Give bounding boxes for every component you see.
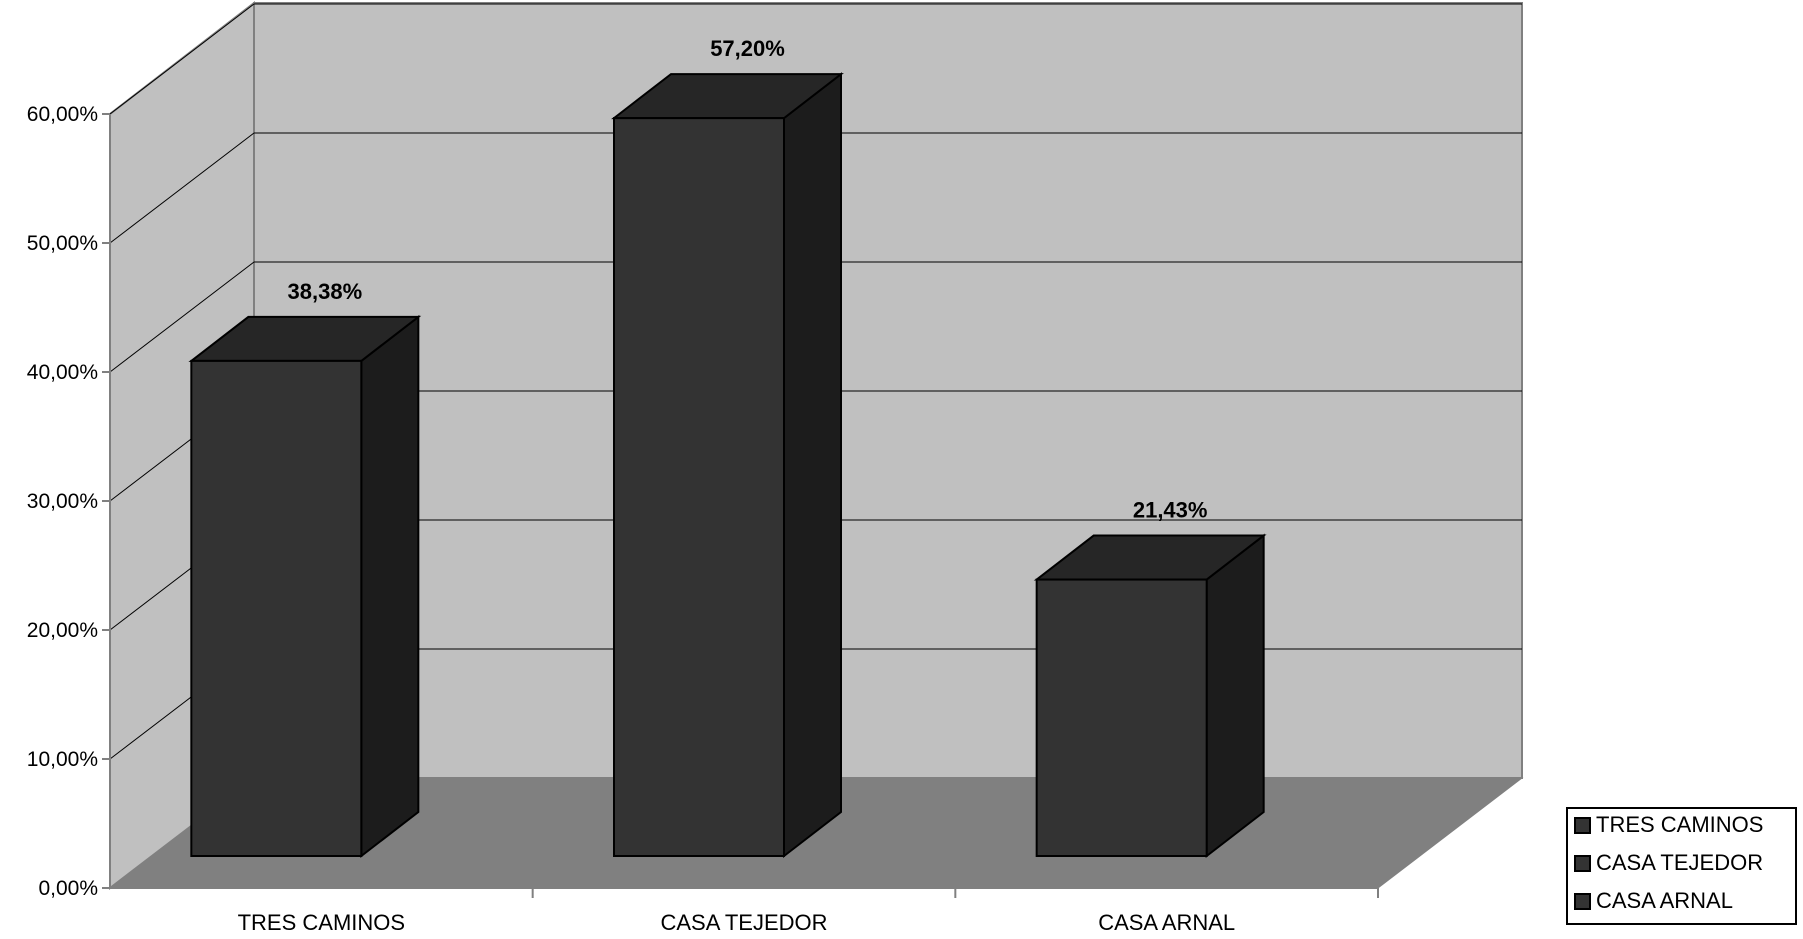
y-tick-label: 60,00%: [27, 103, 98, 126]
legend-label: TRES CAMINOS: [1596, 812, 1763, 837]
y-tick-label: 40,00%: [27, 361, 98, 384]
data-label: 38,38%: [288, 279, 363, 304]
legend-swatch: [1574, 855, 1591, 872]
x-tick-label: CASA TEJEDOR: [660, 910, 827, 935]
bar-side: [360, 314, 420, 859]
x-tick-label: TRES CAMINOS: [238, 910, 405, 935]
legend-swatch: [1574, 893, 1591, 910]
y-tick-label: 30,00%: [27, 490, 98, 513]
gridline-side: [109, 132, 255, 244]
y-tick-label: 50,00%: [27, 232, 98, 255]
legend-label: CASA TEJEDOR: [1596, 850, 1763, 875]
gridline-side: [109, 3, 255, 115]
legend-swatch: [1574, 817, 1591, 834]
bar: [190, 359, 363, 857]
data-label: 57,20%: [710, 36, 785, 61]
y-tick-label: 10,00%: [27, 748, 98, 771]
bar: [613, 117, 785, 858]
data-label: 21,43%: [1133, 498, 1208, 523]
bar: [1035, 578, 1208, 857]
legend: [1566, 807, 1797, 925]
y-tick-label: 0,00%: [38, 877, 98, 900]
x-tick-label: CASA ARNAL: [1098, 910, 1235, 935]
bar-side: [783, 72, 842, 859]
legend-label: CASA ARNAL: [1596, 888, 1733, 913]
y-tick-label: 20,00%: [27, 619, 98, 642]
bar-side: [1205, 533, 1265, 859]
gridline-side: [109, 261, 255, 373]
